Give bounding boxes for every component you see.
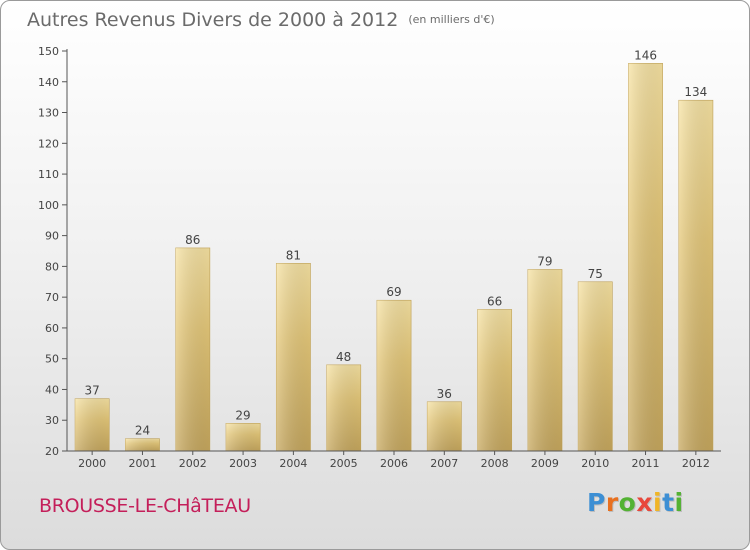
y-tick-label: 150 bbox=[38, 45, 59, 58]
data-label-2000: 37 bbox=[85, 384, 100, 398]
data-label-2004: 81 bbox=[286, 248, 301, 262]
y-tick-label: 100 bbox=[38, 199, 59, 212]
logo-letter: i bbox=[653, 488, 663, 517]
x-tick-label-2010: 2010 bbox=[581, 457, 609, 470]
bar-shade-2007 bbox=[427, 401, 462, 451]
x-tick-label-2000: 2000 bbox=[78, 457, 106, 470]
x-tick-label-2003: 2003 bbox=[229, 457, 257, 470]
bar-shade-2010 bbox=[578, 281, 613, 451]
data-label-2011: 146 bbox=[634, 48, 657, 62]
bar-shade-2009 bbox=[527, 269, 563, 451]
data-label-2002: 86 bbox=[185, 233, 200, 247]
logo-letter: x bbox=[636, 488, 653, 517]
chart-title: Autres Revenus Divers de 2000 à 2012 (en… bbox=[27, 9, 495, 31]
proxiti-logo: Proxiti bbox=[587, 488, 684, 517]
data-label-2012: 134 bbox=[684, 85, 707, 99]
x-tick-label-2001: 2001 bbox=[128, 457, 156, 470]
bar-shade-2000 bbox=[75, 398, 110, 451]
chart-title-text: Autres Revenus Divers de 2000 à 2012 bbox=[27, 9, 399, 31]
data-label-2008: 66 bbox=[487, 294, 502, 308]
y-tick-label: 80 bbox=[45, 260, 59, 273]
bar-shade-2008 bbox=[477, 309, 512, 451]
bar-shade-2012 bbox=[678, 100, 713, 451]
x-tick-label-2011: 2011 bbox=[632, 457, 660, 470]
y-tick-label: 40 bbox=[45, 383, 59, 396]
y-tick-label: 50 bbox=[45, 353, 59, 366]
data-label-2006: 69 bbox=[386, 285, 401, 299]
bar-shade-2005 bbox=[326, 364, 361, 451]
logo-letter: i bbox=[674, 488, 684, 517]
bar-shade-2011 bbox=[628, 63, 663, 452]
y-tick-label: 140 bbox=[38, 76, 59, 89]
data-label-2009: 79 bbox=[537, 254, 552, 268]
y-tick-label: 30 bbox=[45, 414, 59, 427]
bar-shade-2003 bbox=[225, 423, 261, 451]
x-tick-label-2007: 2007 bbox=[430, 457, 458, 470]
x-tick-label-2012: 2012 bbox=[682, 457, 710, 470]
data-label-2005: 48 bbox=[336, 350, 351, 364]
data-label-2003: 29 bbox=[235, 408, 250, 422]
y-tick-label: 130 bbox=[38, 107, 59, 120]
logo-letter: o bbox=[618, 488, 637, 517]
x-tick-label-2009: 2009 bbox=[531, 457, 559, 470]
logo-letter: r bbox=[605, 488, 619, 517]
bar-shade-2004 bbox=[276, 263, 311, 451]
y-tick-label: 20 bbox=[45, 445, 59, 458]
data-label-2007: 36 bbox=[437, 387, 452, 401]
x-tick-label-2002: 2002 bbox=[179, 457, 207, 470]
chart-unit: (en milliers d'€) bbox=[408, 13, 495, 26]
bar-shade-2006 bbox=[376, 300, 412, 451]
x-tick-label-2008: 2008 bbox=[481, 457, 509, 470]
y-tick-label: 90 bbox=[45, 230, 59, 243]
x-tick-label-2004: 2004 bbox=[279, 457, 307, 470]
bar-shade-2002 bbox=[175, 247, 210, 451]
x-tick-label-2006: 2006 bbox=[380, 457, 408, 470]
logo-letter: P bbox=[587, 488, 606, 517]
bar-shade-2001 bbox=[125, 438, 160, 451]
data-label-2010: 75 bbox=[588, 267, 603, 281]
y-tick-label: 60 bbox=[45, 322, 59, 335]
y-tick-label: 120 bbox=[38, 137, 59, 150]
y-tick-label: 70 bbox=[45, 291, 59, 304]
location-name: BROUSSE-LE-CHâTEAU bbox=[39, 495, 251, 517]
x-tick-label-2005: 2005 bbox=[330, 457, 358, 470]
data-label-2001: 24 bbox=[135, 424, 150, 438]
y-tick-label: 110 bbox=[38, 168, 59, 181]
logo-letter: t bbox=[662, 488, 675, 517]
